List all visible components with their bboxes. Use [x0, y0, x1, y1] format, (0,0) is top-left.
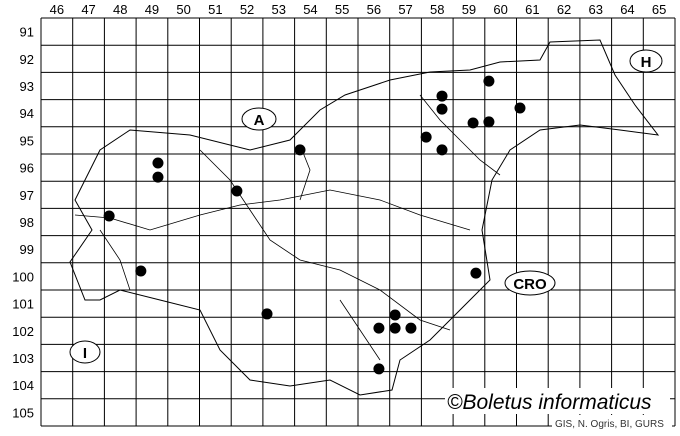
row-label: 103 — [12, 351, 34, 366]
column-label: 64 — [620, 2, 634, 17]
record-dot — [436, 90, 448, 102]
column-label: 46 — [50, 2, 64, 17]
country-label-italy: I — [69, 340, 101, 364]
column-label: 55 — [335, 2, 349, 17]
record-dot — [470, 267, 482, 279]
row-label: 100 — [12, 269, 34, 284]
record-dot — [103, 210, 115, 222]
label-cro: CRO — [513, 276, 547, 293]
row-label: 97 — [20, 188, 34, 203]
column-label: 53 — [272, 2, 286, 17]
country-label-austria: A — [241, 107, 277, 131]
row-label: 104 — [12, 378, 34, 393]
label-a: A — [254, 112, 265, 129]
row-label: 93 — [20, 79, 34, 94]
column-label: 59 — [462, 2, 476, 17]
column-label: 63 — [589, 2, 603, 17]
record-dot — [436, 103, 448, 115]
label-i: I — [83, 345, 87, 362]
column-label: 60 — [493, 2, 507, 17]
record-dot — [405, 322, 417, 334]
grid: 46 47 48 49 50 51 52 53 54 55 56 57 58 59 60 61 62 63 64 65… — [12, 2, 676, 427]
record-dot — [135, 265, 147, 277]
record-dots — [103, 75, 526, 375]
row-label: 105 — [12, 405, 34, 420]
record-dot — [467, 117, 479, 129]
column-label: 54 — [303, 2, 317, 17]
record-dot — [152, 171, 164, 183]
row-label: 95 — [20, 133, 34, 148]
rivers — [74, 94, 501, 361]
country-label-croatia: CRO — [504, 270, 556, 296]
column-label: 51 — [208, 2, 222, 17]
record-dot — [373, 322, 385, 334]
column-label: 50 — [176, 2, 190, 17]
row-label: 92 — [20, 52, 34, 67]
row-label: 102 — [12, 324, 34, 339]
record-dot — [294, 144, 306, 156]
column-label: 52 — [240, 2, 254, 17]
record-dot — [389, 322, 401, 334]
row-label: 94 — [20, 106, 34, 121]
column-label: 57 — [398, 2, 412, 17]
label-h: H — [641, 54, 652, 71]
record-dot — [389, 309, 401, 321]
record-dot — [420, 131, 432, 143]
row-label: 91 — [20, 25, 34, 40]
record-dot — [436, 144, 448, 156]
record-dot — [261, 308, 273, 320]
column-label: 61 — [525, 2, 539, 17]
row-label: 96 — [20, 161, 34, 176]
country-label-hungary: H — [629, 49, 663, 73]
column-label: 56 — [367, 2, 381, 17]
column-label: 62 — [557, 2, 571, 17]
column-label: 65 — [652, 2, 666, 17]
record-dot — [483, 116, 495, 128]
record-dot — [373, 363, 385, 375]
record-dot — [152, 157, 164, 169]
copyright-text: ©Boletus informaticus — [447, 391, 652, 414]
credits-text: GIS, N. Ogris, BI, GURS — [555, 419, 664, 430]
column-label: 48 — [113, 2, 127, 17]
record-dot — [231, 185, 243, 197]
country-outline — [69, 39, 660, 396]
column-label: 49 — [145, 2, 159, 17]
column-label: 47 — [81, 2, 95, 17]
row-label: 99 — [20, 242, 34, 257]
row-label: 98 — [20, 215, 34, 230]
row-label: 101 — [12, 297, 34, 312]
record-dot — [483, 75, 495, 87]
record-dot — [514, 102, 526, 114]
column-label: 58 — [430, 2, 444, 17]
